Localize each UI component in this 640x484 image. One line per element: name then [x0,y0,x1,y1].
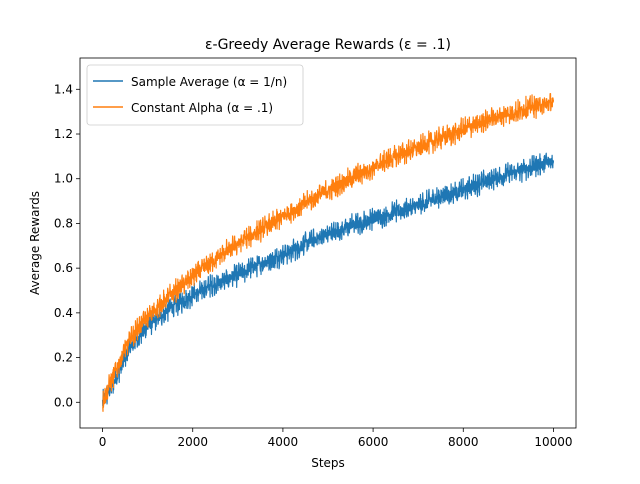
legend-label-sample-average: Sample Average (α = 1/n) [131,75,287,89]
y-axis: 0.0 0.2 0.4 0.6 0.8 1.0 1.2 1.4 [54,82,80,409]
x-axis: 0 2000 4000 6000 8000 10000 [99,428,573,449]
x-axis-label: Steps [311,456,345,470]
x-tick-label: 10000 [534,435,572,449]
x-tick-label: 0 [99,435,107,449]
x-tick-label: 4000 [268,435,299,449]
legend: Sample Average (α = 1/n) Constant Alpha … [86,64,304,126]
series-line-1 [102,92,555,412]
x-tick-label: 6000 [358,435,389,449]
x-tick-label: 8000 [448,435,479,449]
y-tick-label: 1.0 [54,172,73,186]
y-axis-label: Average Rewards [28,191,42,295]
legend-label-constant-alpha: Constant Alpha (α = .1) [131,101,273,115]
y-tick-label: 0.4 [54,306,73,320]
legend-box [86,64,304,126]
y-tick-label: 1.4 [54,82,73,96]
y-tick-label: 0.8 [54,216,73,230]
series-line-0 [101,152,555,407]
y-tick-label: 0.2 [54,351,73,365]
series-layer [101,92,555,412]
x-tick-label: 2000 [177,435,208,449]
y-tick-label: 1.2 [54,127,73,141]
y-tick-label: 0.6 [54,261,73,275]
plot-frame [79,57,577,429]
y-tick-label: 0.0 [54,395,73,409]
chart-title: ε-Greedy Average Rewards (ε = .1) [205,37,451,53]
